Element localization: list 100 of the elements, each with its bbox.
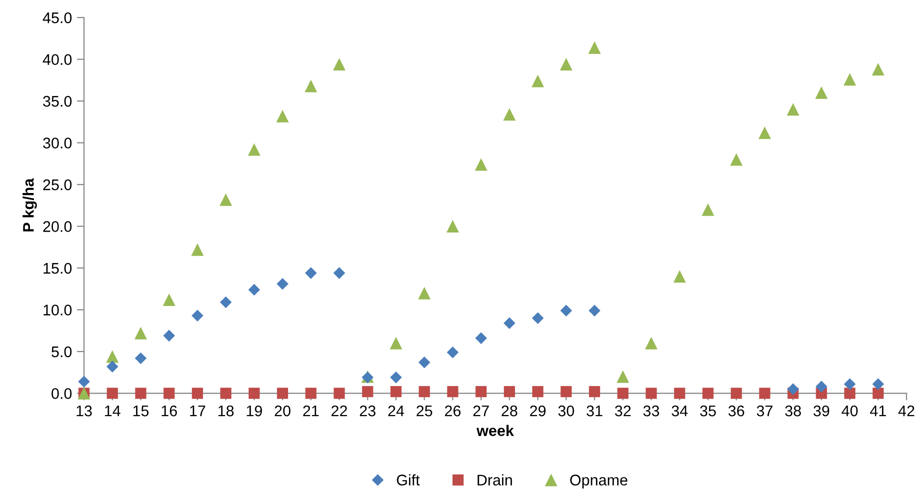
x-tick-label: 22 <box>332 405 347 416</box>
point <box>333 267 346 279</box>
point <box>78 376 90 388</box>
x-tick-label: 34 <box>672 405 688 416</box>
legend-label: Drain <box>478 474 512 486</box>
x-tick-label: 27 <box>473 405 489 416</box>
x-axis-title: week <box>476 424 514 436</box>
x-tick-label: 35 <box>700 405 716 416</box>
y-tick-label: 5.0 <box>52 346 72 358</box>
x-tick-label: 23 <box>360 405 376 416</box>
point <box>106 388 118 399</box>
x-tick-label: 32 <box>614 405 631 416</box>
point <box>390 372 402 384</box>
point <box>560 386 572 398</box>
point <box>560 58 572 71</box>
x-tick-label: 37 <box>756 405 772 416</box>
point <box>702 203 714 216</box>
point <box>758 126 771 140</box>
point <box>220 296 232 308</box>
point <box>446 346 459 358</box>
point <box>418 356 430 368</box>
point <box>503 108 516 121</box>
x-tick-label: 17 <box>190 406 206 416</box>
point <box>305 388 316 399</box>
point <box>106 360 118 372</box>
y-tick-label: 15.0 <box>44 262 72 274</box>
x-tick-label: 18 <box>218 405 234 416</box>
point <box>816 380 828 392</box>
x-tick-label: 24 <box>388 405 404 416</box>
point <box>304 80 318 92</box>
legend-label: Opname <box>570 474 628 489</box>
point <box>334 388 345 399</box>
point <box>106 350 119 363</box>
point <box>588 41 601 54</box>
point <box>390 386 402 398</box>
point <box>220 193 232 206</box>
x-tick-label: 36 <box>728 405 744 416</box>
point <box>276 278 288 290</box>
point <box>532 74 544 88</box>
point <box>220 388 232 399</box>
point <box>673 270 686 283</box>
point <box>447 386 458 398</box>
x-tick-label: 41 <box>870 406 886 416</box>
point <box>730 153 743 166</box>
point <box>786 103 800 116</box>
point <box>248 284 260 296</box>
point <box>248 388 260 399</box>
point <box>872 378 884 390</box>
point <box>730 388 742 399</box>
point <box>616 370 630 383</box>
y-tick-label: 45.0 <box>42 12 72 24</box>
point <box>446 220 459 233</box>
point <box>844 73 856 86</box>
point <box>702 388 714 399</box>
x-tick-label: 13 <box>76 405 92 416</box>
point <box>844 388 856 399</box>
point <box>333 58 346 71</box>
point <box>134 352 147 364</box>
x-tick-label: 21 <box>303 405 319 416</box>
point <box>418 386 430 398</box>
point <box>162 294 176 306</box>
x-tick-label: 29 <box>530 405 546 416</box>
y-tick-label: 30.0 <box>43 138 72 148</box>
x-tick-label: 31 <box>586 405 602 416</box>
point <box>588 304 600 317</box>
x-tick-label: 38 <box>785 405 801 416</box>
x-tick-label: 42 <box>898 405 914 416</box>
point <box>192 310 204 322</box>
x-tick-label: 39 <box>814 405 830 416</box>
point <box>305 267 317 279</box>
point <box>390 336 402 350</box>
point <box>248 143 260 156</box>
x-tick-label: 33 <box>643 405 660 416</box>
x-tick-label: 15 <box>133 406 149 416</box>
point <box>135 388 146 399</box>
point <box>588 386 600 398</box>
point <box>759 388 770 399</box>
x-tick-label: 26 <box>444 405 461 416</box>
point <box>164 388 175 399</box>
x-tick-label: 20 <box>274 405 290 416</box>
y-tick-label: 40.0 <box>42 54 72 65</box>
point <box>872 63 884 76</box>
point <box>504 317 516 330</box>
point <box>474 158 488 171</box>
point <box>276 110 289 122</box>
point <box>844 378 856 390</box>
point <box>815 86 828 99</box>
point <box>362 386 374 398</box>
y-tick-label: 20.0 <box>43 221 72 232</box>
y-tick-label: 25.0 <box>43 179 72 190</box>
point <box>872 388 884 399</box>
point <box>560 304 572 317</box>
x-tick-label: 19 <box>246 405 262 416</box>
point <box>192 388 204 399</box>
y-axis-title: P kg/ha <box>22 178 37 232</box>
x-tick-label: 30 <box>558 405 574 416</box>
point <box>475 332 487 344</box>
y-tick-label: 35.0 <box>43 96 72 107</box>
legend-label: Gift <box>396 474 420 486</box>
point <box>787 383 799 395</box>
